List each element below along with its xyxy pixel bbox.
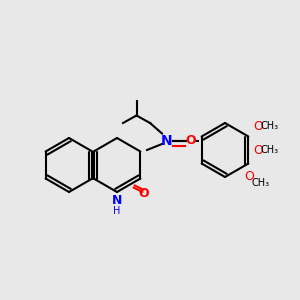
Text: O: O bbox=[253, 143, 263, 157]
Text: O: O bbox=[185, 134, 196, 148]
Text: CH₃: CH₃ bbox=[261, 145, 279, 155]
Text: N: N bbox=[112, 194, 122, 208]
Text: O: O bbox=[244, 170, 254, 184]
Text: H: H bbox=[113, 206, 121, 217]
Text: CH₃: CH₃ bbox=[261, 121, 279, 131]
Text: O: O bbox=[253, 119, 263, 133]
Text: O: O bbox=[139, 187, 149, 200]
Text: N: N bbox=[161, 134, 172, 148]
Text: CH₃: CH₃ bbox=[252, 178, 270, 188]
